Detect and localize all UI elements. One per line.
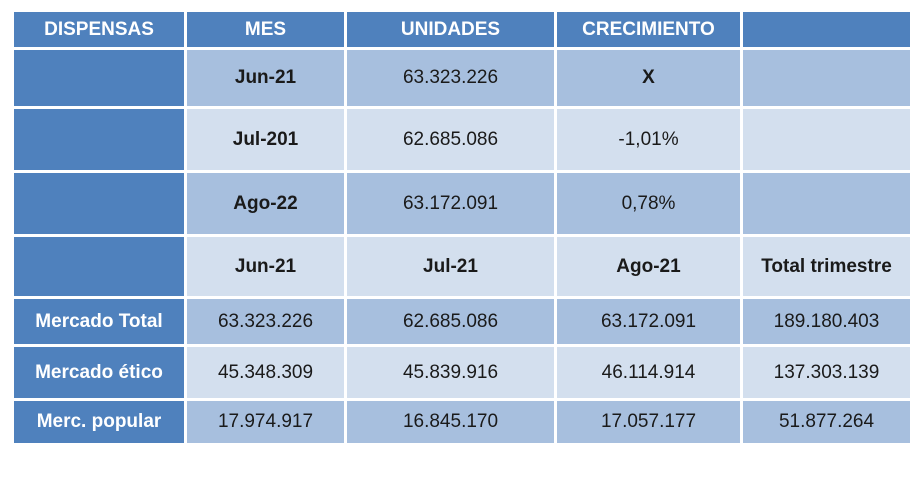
subheader-jul: Jul-21	[347, 237, 554, 296]
row-label-empty	[14, 109, 184, 170]
cell-crecimiento: 0,78%	[557, 173, 740, 234]
table-row: Mercado ético 45.348.309 45.839.916 46.1…	[14, 347, 910, 398]
cell-mes: Jun-21	[187, 50, 344, 106]
cell-jun: 17.974.917	[187, 401, 344, 443]
cell-jul: 45.839.916	[347, 347, 554, 398]
header-unidades: UNIDADES	[347, 12, 554, 47]
cell-mes: Jul-201	[187, 109, 344, 170]
table-row: Merc. popular 17.974.917 16.845.170 17.0…	[14, 401, 910, 443]
cell-jun: 45.348.309	[187, 347, 344, 398]
row-label-merc-popular: Merc. popular	[14, 401, 184, 443]
table-row: Jun-21 63.323.226 X	[14, 50, 910, 106]
cell-ago: 17.057.177	[557, 401, 740, 443]
row-label-mercado-etico: Mercado ético	[14, 347, 184, 398]
cell-ago: 46.114.914	[557, 347, 740, 398]
cell-empty	[743, 173, 910, 234]
row-label-empty	[14, 50, 184, 106]
row-label-empty	[14, 173, 184, 234]
cell-crecimiento: -1,01%	[557, 109, 740, 170]
cell-unidades: 63.172.091	[347, 173, 554, 234]
cell-ago: 63.172.091	[557, 299, 740, 344]
table-row: Mercado Total 63.323.226 62.685.086 63.1…	[14, 299, 910, 344]
cell-unidades: 63.323.226	[347, 50, 554, 106]
header-dispensas: DISPENSAS	[14, 12, 184, 47]
cell-mes: Ago-22	[187, 173, 344, 234]
subheader-total: Total trimestre	[743, 237, 910, 296]
header-row: DISPENSAS MES UNIDADES CRECIMIENTO	[14, 12, 910, 47]
table-row: Ago-22 63.172.091 0,78%	[14, 173, 910, 234]
subheader-jun: Jun-21	[187, 237, 344, 296]
cell-jun: 63.323.226	[187, 299, 344, 344]
header-empty	[743, 12, 910, 47]
cell-jul: 16.845.170	[347, 401, 554, 443]
header-crecimiento: CRECIMIENTO	[557, 12, 740, 47]
row-label-mercado-total: Mercado Total	[14, 299, 184, 344]
dispensas-table: DISPENSAS MES UNIDADES CRECIMIENTO Jun-2…	[11, 9, 913, 446]
subheader-row: Jun-21 Jul-21 Ago-21 Total trimestre	[14, 237, 910, 296]
subheader-ago: Ago-21	[557, 237, 740, 296]
cell-crecimiento: X	[557, 50, 740, 106]
table-row: Jul-201 62.685.086 -1,01%	[14, 109, 910, 170]
cell-total: 51.877.264	[743, 401, 910, 443]
cell-unidades: 62.685.086	[347, 109, 554, 170]
cell-empty	[743, 109, 910, 170]
row-label-empty	[14, 237, 184, 296]
cell-jul: 62.685.086	[347, 299, 554, 344]
cell-empty	[743, 50, 910, 106]
cell-total: 137.303.139	[743, 347, 910, 398]
cell-total: 189.180.403	[743, 299, 910, 344]
header-mes: MES	[187, 12, 344, 47]
